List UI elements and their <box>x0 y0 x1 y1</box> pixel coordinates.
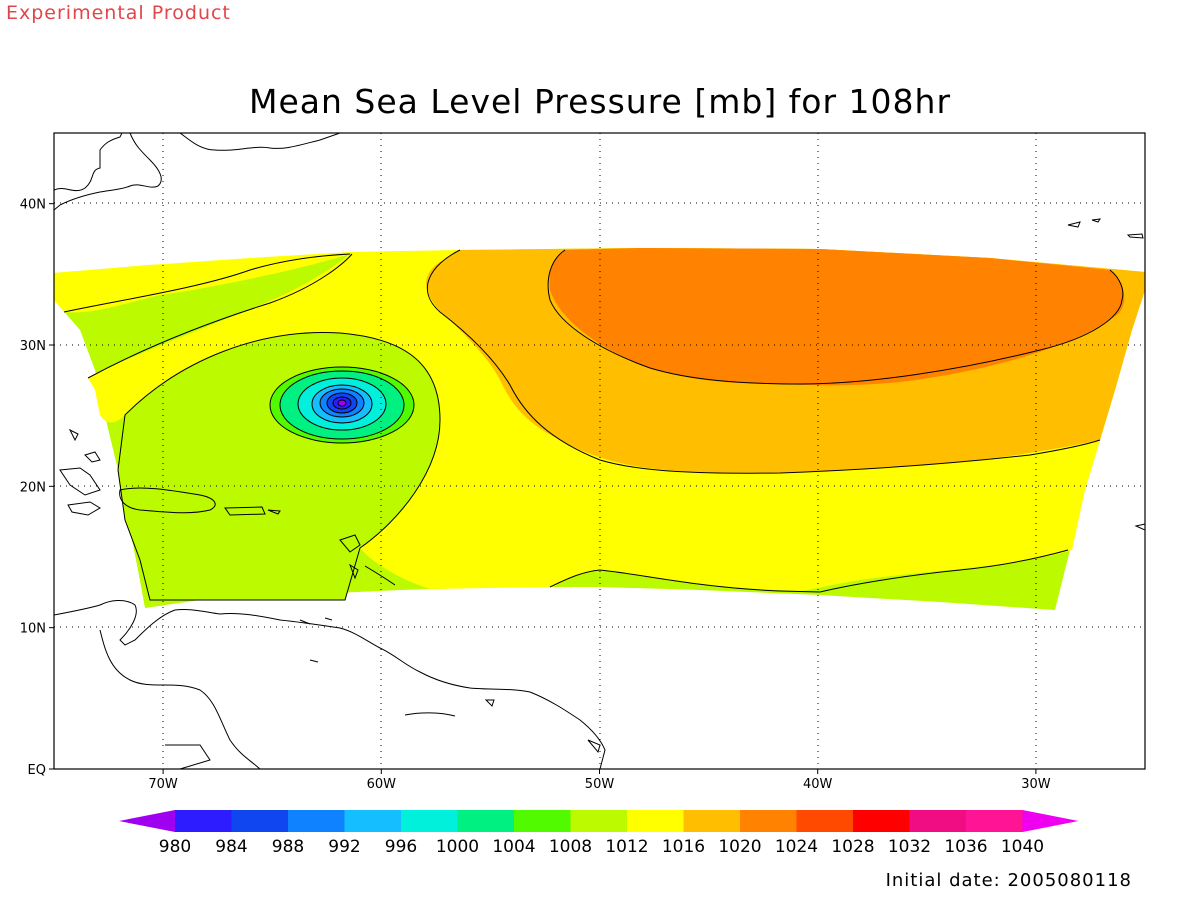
colorbar-arrow-high <box>1022 810 1079 832</box>
colorbar-label: 1004 <box>492 837 535 857</box>
colorbar-label: 1000 <box>436 837 479 857</box>
isobar-1016 <box>427 249 1101 474</box>
isobar-1020 <box>547 249 1124 385</box>
colorbar-label: 988 <box>272 837 304 857</box>
colorbar-swatch <box>401 810 458 832</box>
lon-tick-label: 40W <box>803 777 833 792</box>
colorbar-swatch <box>231 810 289 832</box>
colorbar-swatch <box>740 810 797 832</box>
map-title: Mean Sea Level Pressure [mb] for 108hr <box>248 82 952 121</box>
colorbar-label: 1024 <box>775 837 818 857</box>
latitude-labels: 40N 30N 20N 10N EQ <box>20 198 54 778</box>
colorbar-label: 996 <box>385 837 417 857</box>
isobar-1008-north <box>63 253 351 313</box>
colorbar-swatch <box>627 810 684 832</box>
lat-tick-label: 30N <box>20 339 46 354</box>
experimental-product-label: Experimental Product <box>6 2 231 24</box>
lon-tick-label: 60W <box>367 777 397 792</box>
colorbar-swatch <box>909 810 967 832</box>
colorbar: 980 984 988 992 996 1000 1004 1008 1012 1016 1020 1… <box>119 810 1079 857</box>
colorbar-label: 1020 <box>718 837 761 857</box>
grid-lines <box>54 133 1145 769</box>
colorbar-label: 1036 <box>944 837 987 857</box>
colorbar-swatch <box>796 810 854 832</box>
colorbar-swatch <box>514 810 571 832</box>
isobar-1012-west <box>87 253 353 379</box>
colorbar-label: 984 <box>215 837 247 857</box>
lon-tick-label: 50W <box>585 777 615 792</box>
lon-tick-label: 30W <box>1021 777 1051 792</box>
colorbar-label: 1012 <box>605 837 648 857</box>
colorbar-label: 980 <box>159 837 191 857</box>
colorbar-label: 1028 <box>831 837 874 857</box>
lat-tick-label: 40N <box>20 198 46 213</box>
colorbar-swatch <box>344 810 402 832</box>
isobar-1012-south <box>549 549 1069 593</box>
colorbar-arrow-low <box>119 810 175 832</box>
lat-tick-label: EQ <box>28 763 46 778</box>
lat-tick-label: 20N <box>20 480 46 495</box>
longitude-labels: 70W 60W 50W 40W 30W <box>148 769 1051 792</box>
colorbar-label: 1040 <box>1001 837 1044 857</box>
colorbar-label: 1016 <box>662 837 705 857</box>
pressure-band-1020 <box>549 248 1125 386</box>
colorbar-label: 992 <box>328 837 360 857</box>
hurricane-low <box>269 366 415 444</box>
map-plot-area <box>54 133 1145 769</box>
initial-date: Initial date: 2005080118 <box>885 870 1132 891</box>
lat-tick-label: 10N <box>20 622 46 637</box>
colorbar-swatch <box>966 810 1023 832</box>
colorbar-label: 1008 <box>549 837 592 857</box>
colorbar-label: 1032 <box>888 837 931 857</box>
colorbar-swatch <box>288 810 345 832</box>
colorbar-swatch <box>853 810 910 832</box>
coastlines <box>54 133 1145 769</box>
colorbar-swatch <box>683 810 741 832</box>
colorbar-swatch <box>570 810 628 832</box>
lon-tick-label: 70W <box>148 777 178 792</box>
colorbar-swatch <box>175 810 232 832</box>
colorbar-swatch <box>457 810 515 832</box>
